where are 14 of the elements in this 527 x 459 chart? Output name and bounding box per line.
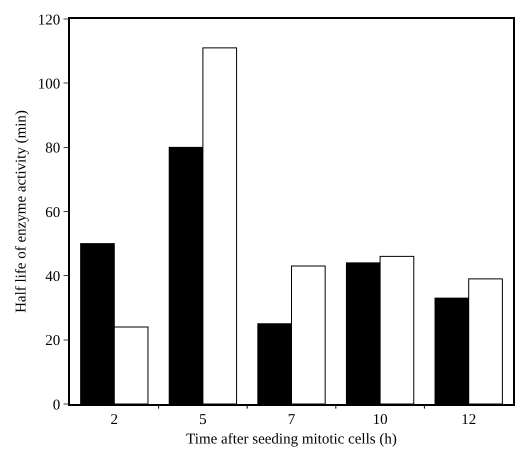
y-tick-label: 20: [45, 333, 60, 350]
y-tick-label: 60: [45, 204, 60, 221]
y-tick-label: 80: [45, 140, 60, 157]
x-tick-label: 5: [199, 412, 207, 428]
x-tick-label: 12: [461, 412, 476, 428]
x-tick-label: 7: [288, 412, 296, 428]
x-tick-label: 2: [110, 412, 118, 428]
y-axis-title: Half life of enzyme activity (min): [14, 110, 30, 313]
x-axis-title: Time after seeding mitotic cells (h): [186, 431, 397, 448]
y-tick-label: 120: [38, 12, 60, 28]
y-tick-label: 100: [38, 76, 60, 92]
y-tick-label: 0: [52, 397, 60, 414]
y-tick-label: 40: [45, 268, 60, 285]
x-tick-label: 10: [372, 412, 388, 428]
